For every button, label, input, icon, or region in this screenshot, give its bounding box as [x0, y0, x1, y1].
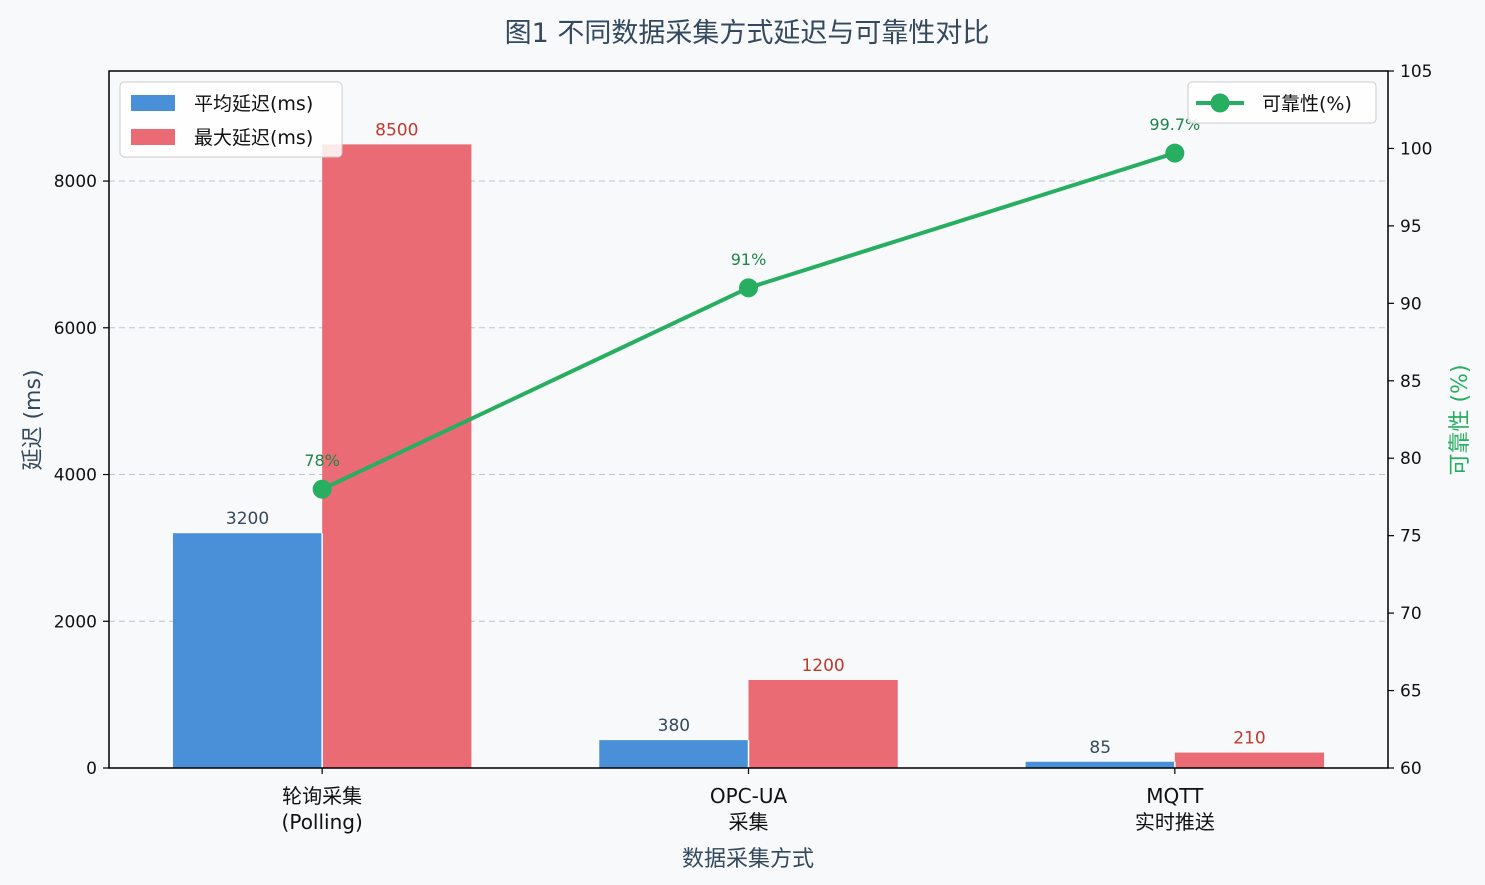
x-tick-label: MQTT: [1146, 784, 1204, 808]
x-tick-label: OPC-UA: [710, 784, 788, 808]
y2-tick-label: 70: [1400, 604, 1422, 624]
reliability-point: [1165, 143, 1185, 163]
reliability-value-label: 78%: [304, 451, 340, 470]
bar-value-label: 8500: [375, 120, 418, 140]
bar-value-label: 380: [658, 716, 690, 736]
x-tick-label: (Polling): [282, 810, 363, 834]
reliability-value-label: 99.7%: [1149, 115, 1200, 134]
reliability-line-series: 78% 91% 99.7%: [304, 115, 1200, 499]
legend-box: [119, 81, 343, 158]
bar-value-label: 85: [1089, 738, 1111, 758]
y-axis-title: 延迟 (ms): [21, 369, 46, 470]
bar: [1174, 752, 1325, 768]
bar: [599, 740, 749, 768]
legend-marker: [1210, 93, 1230, 113]
reliability-point: [739, 278, 758, 298]
y-tick-label: 8000: [54, 172, 97, 192]
y2-tick-label: 80: [1400, 449, 1422, 469]
bar: [748, 679, 898, 768]
y2-tick-label: 65: [1400, 682, 1422, 702]
y2-tick-label: 100: [1400, 139, 1432, 159]
legend-right: 可靠性(%): [1187, 81, 1377, 124]
legend-label: 最大延迟(ms): [194, 127, 313, 149]
legend-box: [1187, 81, 1377, 124]
legend-label: 可靠性(%): [1262, 93, 1352, 115]
y-tick-label: 0: [86, 759, 97, 779]
x-tick-label: 采集: [729, 810, 769, 834]
y2-tick-label: 60: [1400, 759, 1422, 779]
y2-tick-label: 85: [1400, 372, 1422, 392]
bar-value-label: 1200: [801, 656, 844, 676]
bar-value-label: 3200: [226, 509, 269, 529]
y2-tick-label: 75: [1400, 527, 1422, 547]
legend-swatch: [131, 95, 175, 111]
y2-tick-label: 90: [1400, 294, 1422, 314]
bar: [1025, 761, 1175, 768]
legend-left: 平均延迟(ms) 最大延迟(ms): [119, 81, 343, 158]
chart-title: 图1 不同数据采集方式延迟与可靠性对比: [505, 18, 990, 49]
reliability-point: [312, 479, 332, 499]
x-axis-title: 数据采集方式: [682, 847, 814, 872]
y-tick-label: 6000: [54, 319, 97, 339]
reliability-value-label: 91%: [731, 250, 767, 269]
y2-tick-label: 95: [1400, 217, 1422, 237]
legend-label: 平均延迟(ms): [194, 93, 313, 115]
legends: 平均延迟(ms) 最大延迟(ms) 可靠性(%): [119, 81, 1377, 158]
y-tick-label: 2000: [54, 612, 97, 632]
bar: [322, 144, 472, 769]
axes: 0 2000 4000 6000 8000 60 65 70 75 80 85 90 95 100 105 轮…: [54, 62, 1433, 834]
bar-series: 3200 380 85 8500 1200 210: [172, 120, 1325, 769]
x-tick-label: 实时推送: [1135, 810, 1215, 834]
bar-value-label: 210: [1233, 729, 1265, 749]
legend-swatch: [131, 129, 175, 145]
y-tick-label: 4000: [54, 466, 97, 486]
y2-axis-title: 可靠性 (%): [1448, 364, 1473, 475]
bar: [172, 533, 323, 768]
x-tick-label: 轮询采集: [282, 784, 362, 808]
y2-tick-label: 105: [1400, 62, 1432, 82]
